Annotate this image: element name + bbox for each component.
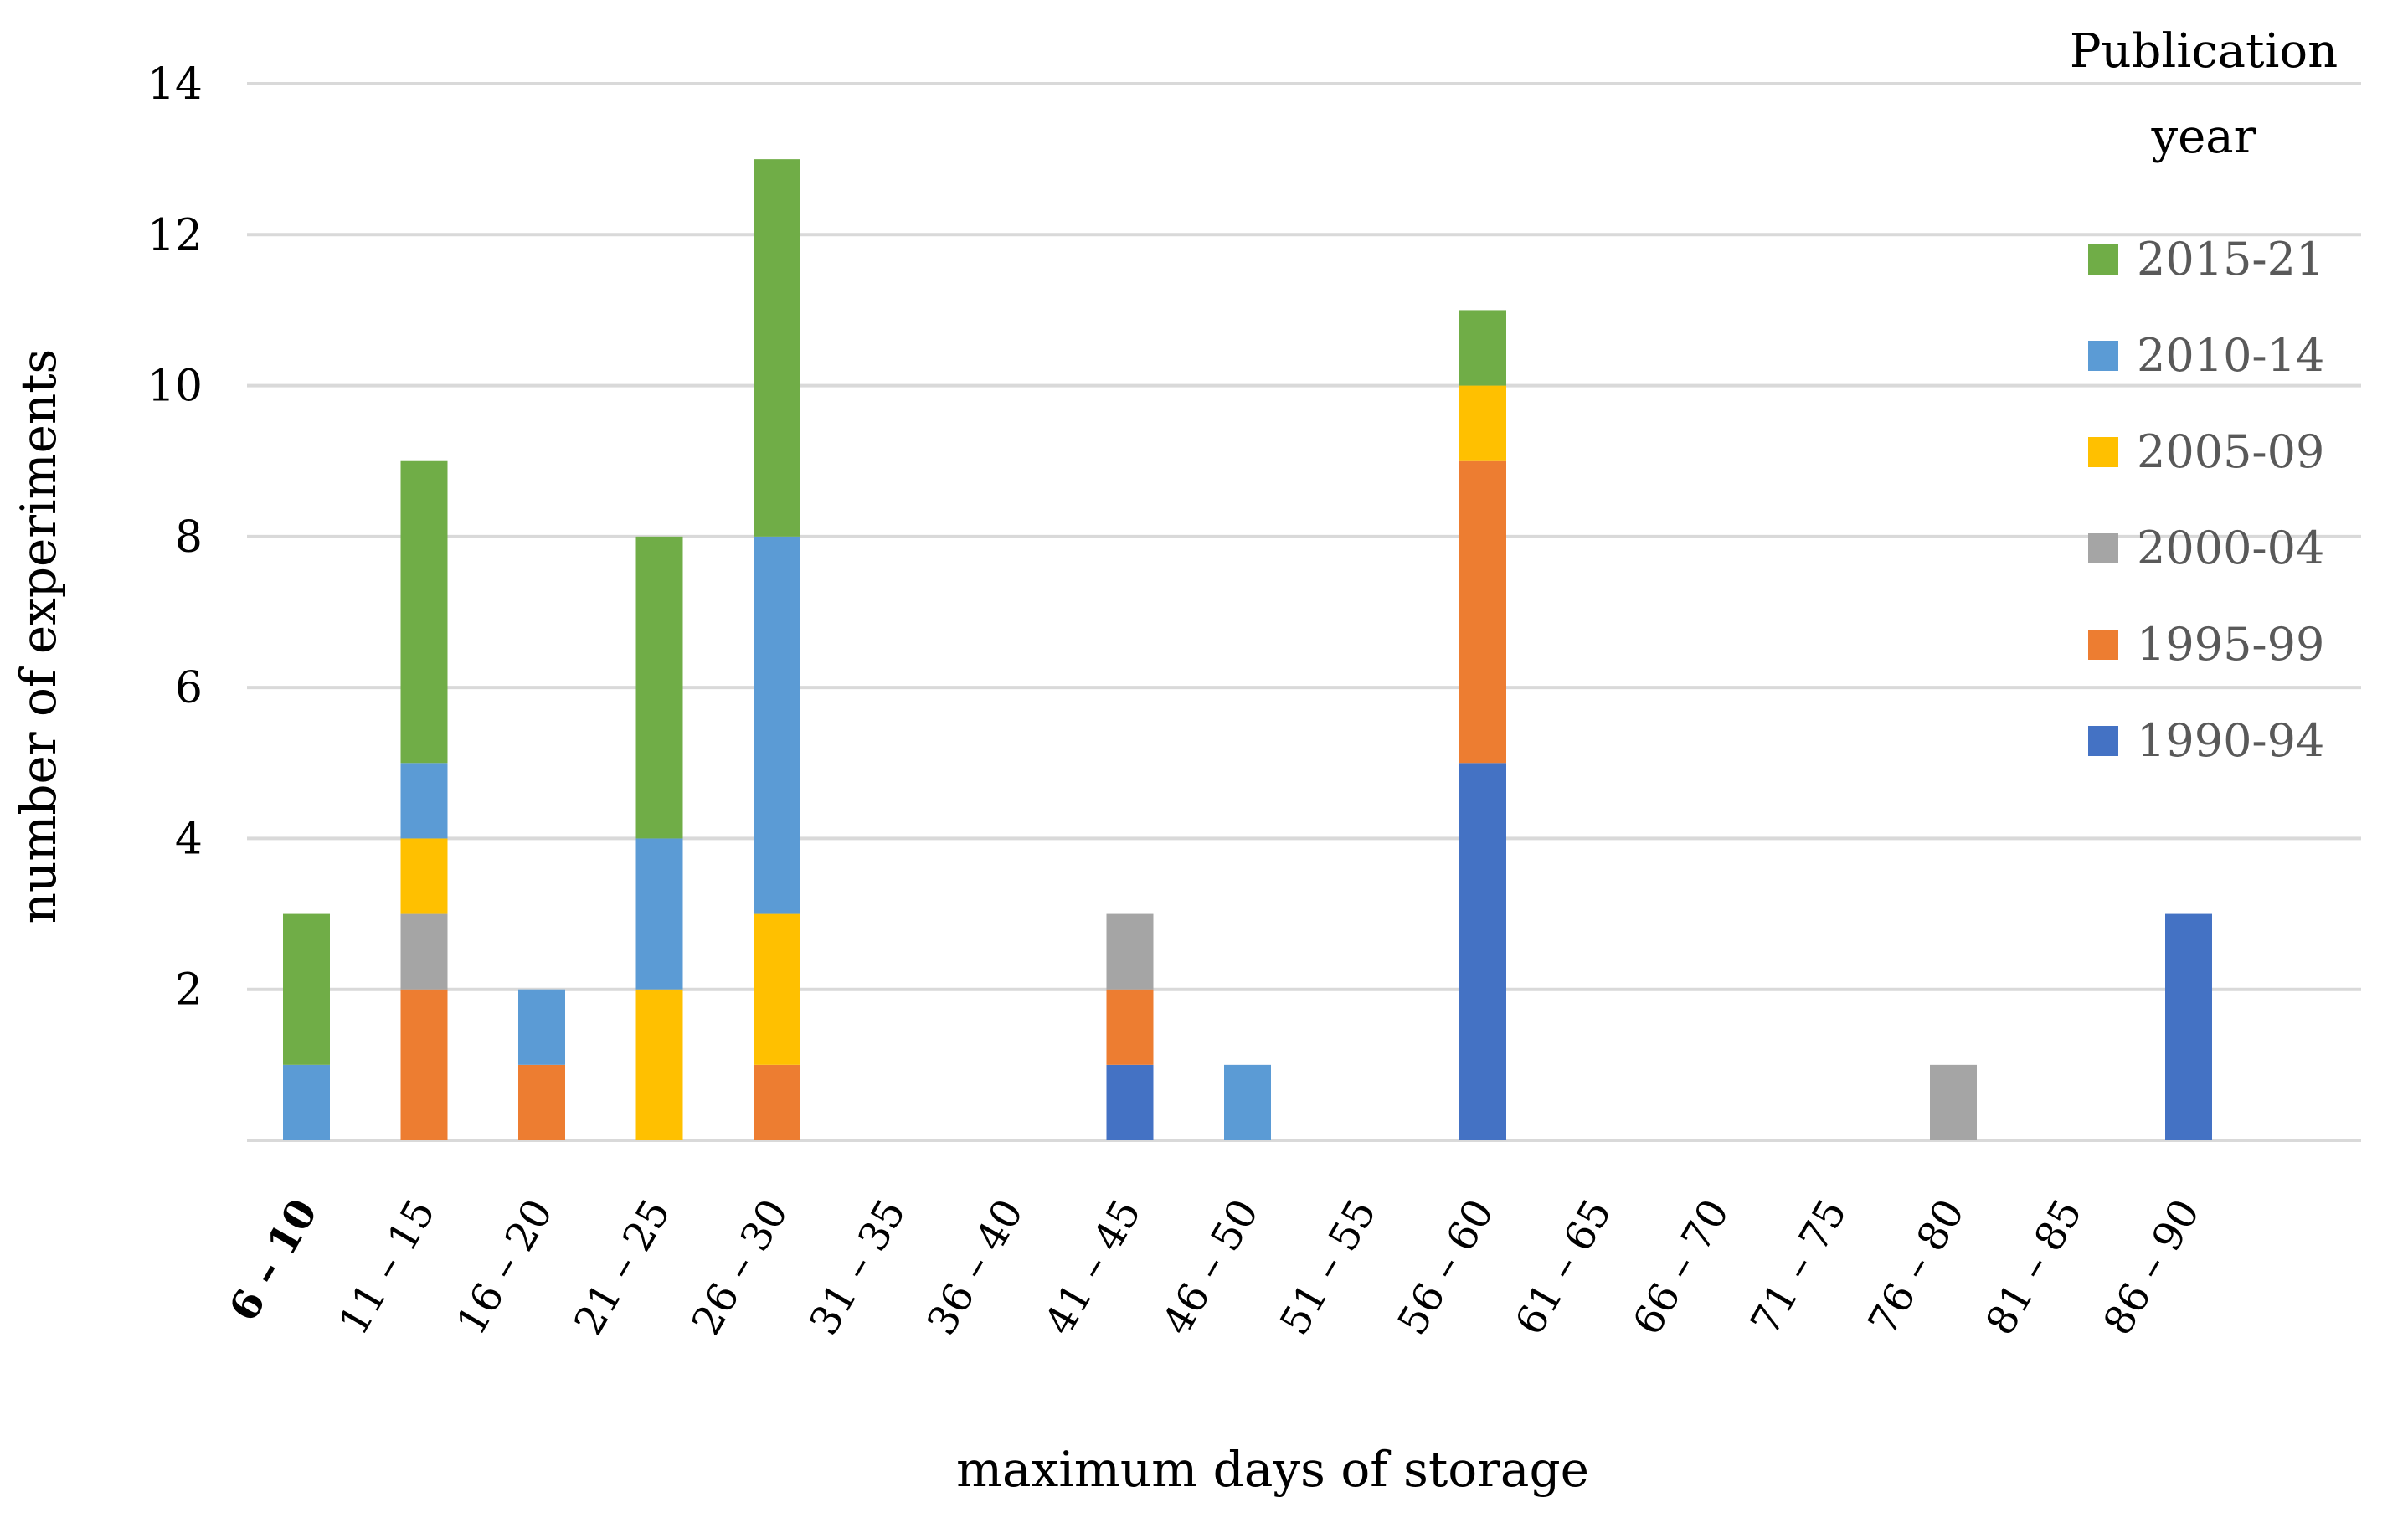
- x-tick-label: 46 – 50: [1154, 1191, 1268, 1343]
- legend-swatch-2010-14: [2088, 341, 2118, 371]
- legend-swatch-2015-21: [2088, 244, 2118, 275]
- y-tick-label: 14: [147, 59, 203, 110]
- bar-segment-2005-09-5: [754, 913, 800, 1065]
- legend-swatch-2005-09: [2088, 437, 2118, 467]
- bars: [283, 159, 2212, 1140]
- x-tick-label: 31 – 35: [800, 1191, 915, 1343]
- x-tick-label: 6 – 10: [220, 1191, 327, 1330]
- y-tick-label: 2: [175, 965, 203, 1016]
- bar-segment-1995-99-3: [518, 1064, 565, 1140]
- x-tick-label: 21 – 25: [565, 1191, 680, 1343]
- bar-segment-2005-09-2: [400, 838, 448, 914]
- bar-segment-2015-21-5: [754, 159, 800, 537]
- x-tick-label: 76 – 80: [1860, 1191, 1974, 1343]
- legend-title-line-1: Publication: [2070, 24, 2338, 79]
- x-tick-label: 16 – 20: [448, 1191, 563, 1343]
- x-axis-ticks: 6 – 10 11 – 15 16 – 20 21 – 25 26 – 30 31 – 3…: [220, 1191, 2209, 1343]
- bar-segment-1990-94-17: [2165, 913, 2212, 1140]
- legend-title-line-2: year: [2151, 110, 2256, 164]
- legend-label-1990-94: 1990-94: [2137, 714, 2324, 767]
- bar-segment-2010-14-1: [283, 1064, 330, 1140]
- y-axis-ticks: 2 4 6 8 10 12 14: [147, 59, 203, 1016]
- y-axis-title: number of experiments: [10, 349, 67, 924]
- x-axis-title: maximum days of storage: [956, 1441, 1589, 1498]
- y-tick-label: 10: [147, 362, 203, 412]
- x-tick-label: 11 – 15: [330, 1191, 445, 1343]
- bar-segment-1995-99-11: [1459, 460, 1506, 764]
- legend-swatch-1990-94: [2088, 726, 2118, 756]
- x-tick-label: 56 – 60: [1389, 1191, 1504, 1343]
- x-tick-label: 51 – 55: [1271, 1191, 1386, 1343]
- x-tick-label: 41 – 45: [1036, 1191, 1150, 1343]
- bar-segment-2000-04-8: [1106, 913, 1154, 990]
- legend-label-2000-04: 2000-04: [2137, 522, 2324, 574]
- bar-segment-2010-14-9: [1224, 1064, 1271, 1140]
- bar-segment-2010-14-5: [754, 536, 800, 914]
- y-tick-label: 8: [175, 512, 203, 563]
- y-tick-label: 4: [175, 814, 203, 864]
- bar-segment-1995-99-2: [400, 989, 448, 1140]
- legend: Publication year 2015-21 2010-14 2005-09 20…: [2070, 24, 2338, 767]
- bar-segment-1990-94-11: [1459, 763, 1506, 1140]
- bar-segment-2000-04-2: [400, 913, 448, 990]
- y-tick-label: 12: [147, 210, 203, 260]
- bar-segment-2015-21-4: [635, 536, 683, 839]
- y-tick-label: 6: [175, 663, 203, 713]
- bar-segment-2015-21-1: [283, 913, 330, 1065]
- bar-segment-2010-14-2: [400, 763, 448, 839]
- x-tick-label: 86 – 90: [2095, 1191, 2210, 1343]
- x-tick-label: 71 – 75: [1742, 1191, 1856, 1343]
- legend-swatch-1995-99: [2088, 630, 2118, 660]
- bar-segment-1995-99-8: [1106, 989, 1154, 1065]
- bar-segment-2005-09-11: [1459, 385, 1506, 461]
- legend-label-1995-99: 1995-99: [2137, 618, 2324, 671]
- legend-label-2010-14: 2010-14: [2137, 329, 2324, 382]
- x-tick-label: 36 – 40: [918, 1191, 1033, 1343]
- legend-swatch-2000-04: [2088, 533, 2118, 563]
- bar-segment-1990-94-8: [1106, 1064, 1154, 1140]
- bar-segment-2010-14-4: [635, 838, 683, 990]
- x-tick-label: 81 – 85: [1977, 1191, 2092, 1343]
- legend-label-2005-09: 2005-09: [2137, 425, 2324, 478]
- x-tick-label: 66 – 70: [1624, 1191, 1739, 1343]
- bar-segment-2005-09-4: [635, 989, 683, 1140]
- bar-segment-1995-99-5: [754, 1064, 800, 1140]
- bar-segment-2015-21-2: [400, 460, 448, 764]
- x-tick-label: 26 – 30: [683, 1191, 798, 1343]
- legend-label-2015-21: 2015-21: [2137, 233, 2324, 286]
- bar-segment-2010-14-3: [518, 989, 565, 1065]
- bar-segment-2000-04-15: [1930, 1064, 1977, 1140]
- gridlines: [247, 82, 2361, 1142]
- bar-segment-2015-21-11: [1459, 310, 1506, 386]
- x-tick-label: 61 – 65: [1506, 1191, 1621, 1343]
